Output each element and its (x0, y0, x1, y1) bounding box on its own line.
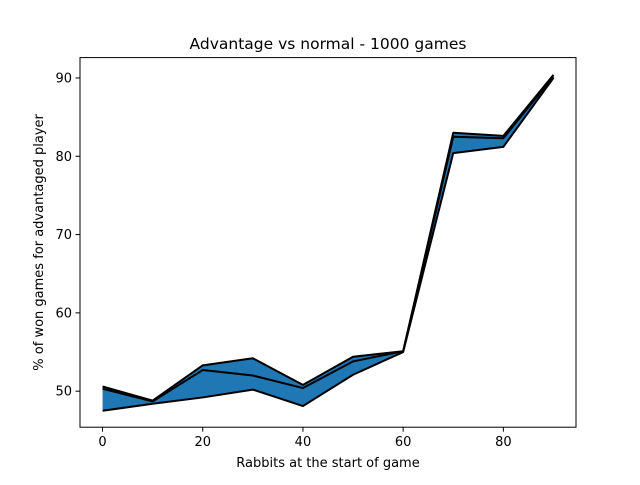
x-axis-label: Rabbits at the start of game (236, 456, 419, 471)
plot-fill-layer (102, 74, 554, 411)
axes-frame (79, 57, 577, 428)
x-tick-label: 60 (395, 435, 412, 450)
y-axis-ticks: 50 60 70 80 90 (55, 71, 80, 400)
y-tick-label: 90 (55, 71, 72, 86)
x-tick-label: 20 (194, 435, 211, 450)
plot-lines-layer (102, 74, 555, 412)
fill-band (102, 74, 554, 411)
y-axis-label: % of won games for advantaged player (32, 113, 47, 370)
x-tick-label: 40 (295, 435, 312, 450)
x-axis-ticks: 0 20 40 60 80 (98, 427, 512, 450)
y-tick-label: 70 (55, 228, 72, 243)
y-tick-label: 60 (55, 306, 72, 321)
chart-title: Advantage vs normal - 1000 games (190, 35, 467, 53)
y-tick-label: 80 (55, 150, 72, 165)
x-tick-label: 0 (98, 435, 106, 450)
y-tick-label: 50 (55, 385, 72, 400)
series-line-1 (102, 74, 555, 402)
x-tick-label: 80 (495, 435, 512, 450)
series-line-3 (102, 77, 555, 412)
series-line-2 (102, 75, 555, 403)
